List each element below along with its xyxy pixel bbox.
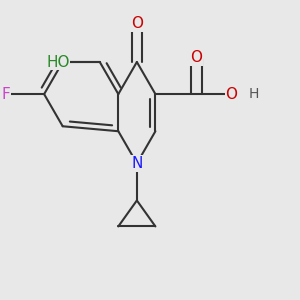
Text: N: N bbox=[131, 156, 142, 171]
Text: O: O bbox=[131, 16, 143, 31]
Text: HO: HO bbox=[46, 55, 70, 70]
Text: H: H bbox=[248, 87, 259, 101]
Text: O: O bbox=[190, 50, 202, 65]
Text: F: F bbox=[2, 87, 10, 102]
Text: O: O bbox=[226, 87, 238, 102]
